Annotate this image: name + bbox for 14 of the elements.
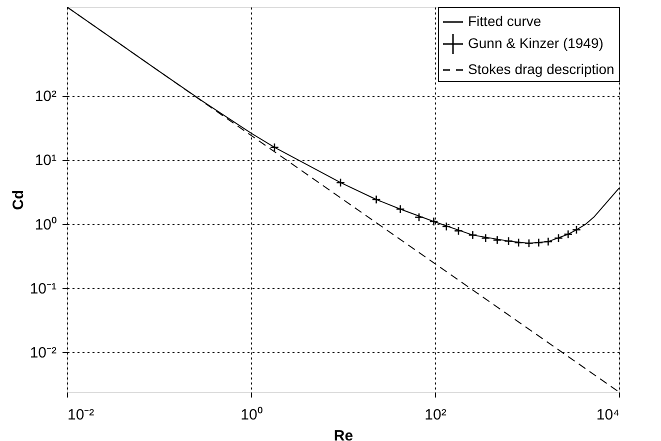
y-axis-title: Cd [10,190,27,210]
x-axis-title: Re [334,428,354,441]
legend-label: Stokes drag description [468,61,614,77]
y-tick-label: 10¹ [34,152,56,170]
y-tick-label: 10⁻² [30,344,56,362]
x-tick-label: 10⁴ [596,406,620,424]
legend-label: Fitted curve [468,13,542,29]
x-tick-label: 10² [424,406,446,424]
y-tick-label: 10⁻¹ [30,280,56,298]
x-tick-label: 10⁻² [68,406,94,424]
y-tick-label: 10² [34,88,56,106]
x-tick-label: 10⁰ [240,406,262,424]
legend-label: Gunn & Kinzer (1949) [468,35,604,51]
y-tick-label: 10⁰ [34,216,56,234]
